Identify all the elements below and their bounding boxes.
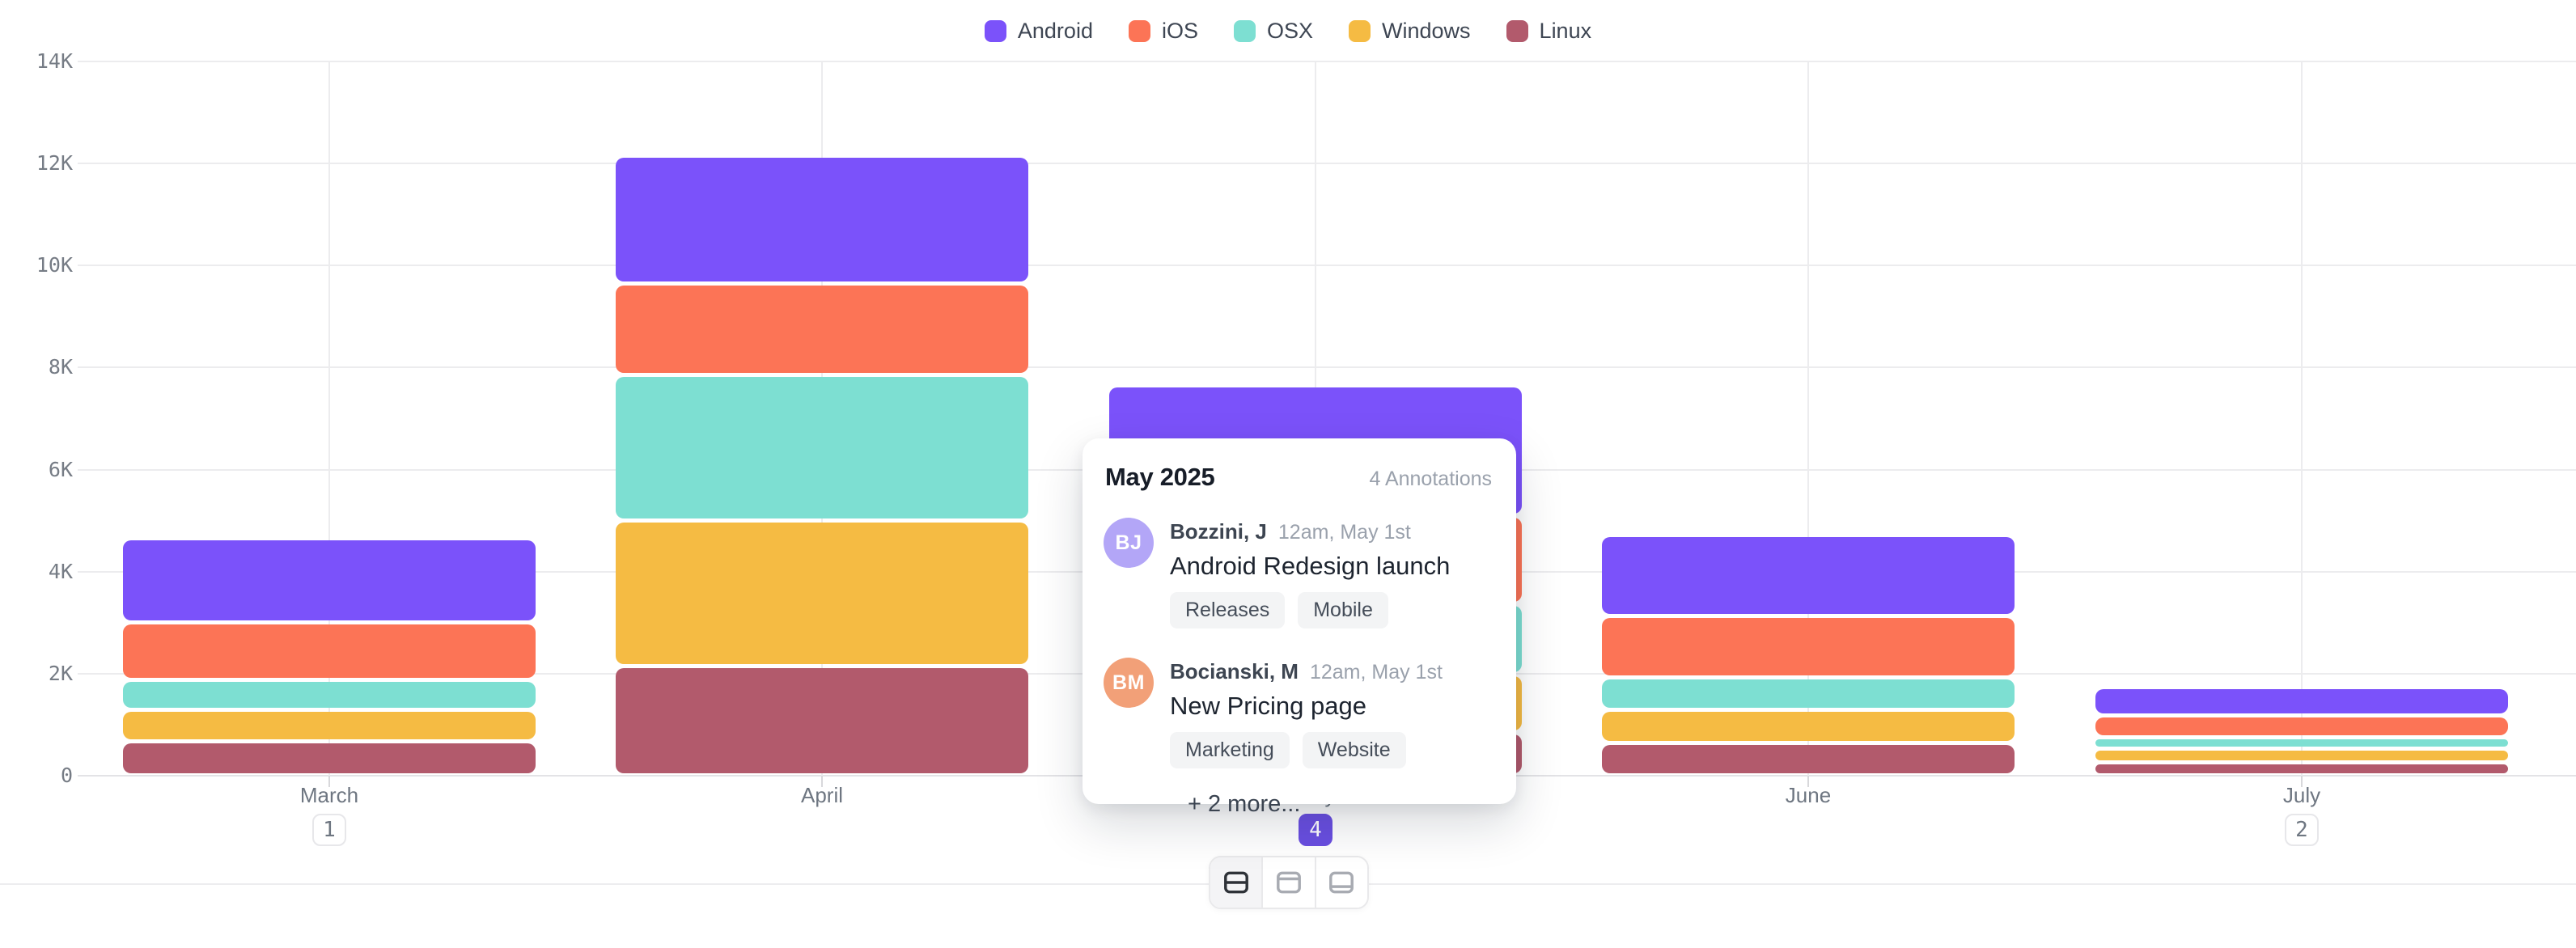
annotation-item[interactable]: BM Bocianski, M 12am, May 1st New Pricing p… xyxy=(1104,658,1495,768)
tag-chip: Marketing xyxy=(1170,732,1290,768)
bar-segment-june-linux[interactable] xyxy=(1602,745,2015,774)
bar-segment-april-android[interactable] xyxy=(616,158,1028,281)
annotation-tags: Marketing Website xyxy=(1170,732,1495,768)
y-gridline xyxy=(78,163,2576,165)
bar-segment-july-android[interactable] xyxy=(2095,688,2508,714)
bar-segment-june-osx[interactable] xyxy=(1602,679,2015,708)
x-gridline xyxy=(2301,61,2303,776)
annotation-tags: Releases Mobile xyxy=(1170,592,1495,628)
layout-panel-bottom-icon xyxy=(1329,871,1354,894)
bar-segment-march-osx[interactable] xyxy=(123,681,536,709)
annotation-body: Bozzini, J 12am, May 1st Android Redesign … xyxy=(1170,518,1495,628)
bar-segment-june-android[interactable] xyxy=(1602,537,2015,615)
legend-swatch-icon xyxy=(1233,19,1256,42)
bar-segment-april-osx[interactable] xyxy=(616,377,1028,519)
legend-swatch-icon xyxy=(984,19,1006,42)
tooltip-header: May 2025 4 Annotations xyxy=(1104,463,1495,492)
view-option-split-horizontal[interactable] xyxy=(1210,857,1264,908)
x-axis-tick xyxy=(1807,776,1809,787)
chart-legend: Android iOS OSX Windows Linux xyxy=(0,13,2576,49)
legend-label: Windows xyxy=(1382,18,1471,43)
bar-segment-april-windows[interactable] xyxy=(616,523,1028,664)
avatar: BM xyxy=(1104,658,1154,708)
x-axis-label-april: April xyxy=(800,783,843,807)
legend-label: Android xyxy=(1017,18,1093,43)
annotation-badge-july[interactable]: 2 xyxy=(2285,814,2319,846)
x-axis-tick xyxy=(821,776,823,787)
y-axis-tick-label: 2K xyxy=(48,661,73,685)
x-axis-tick xyxy=(328,776,330,787)
bar-segment-april-linux[interactable] xyxy=(616,667,1028,774)
annotation-body: Bocianski, M 12am, May 1st New Pricing pag… xyxy=(1170,658,1495,768)
layout-panel-top-icon xyxy=(1277,871,1301,894)
bar-segment-june-windows[interactable] xyxy=(1602,711,2015,742)
x-gridline xyxy=(1807,61,1809,776)
tag-chip: Website xyxy=(1302,732,1406,768)
legend-label: iOS xyxy=(1161,18,1198,43)
y-gridline xyxy=(78,265,2576,267)
annotations-tooltip: May 2025 4 Annotations BJ Bozzini, J 12am,… xyxy=(1083,438,1516,817)
x-axis-label-july: July xyxy=(2282,783,2321,807)
layout-split-horizontal-icon xyxy=(1223,871,1248,894)
y-axis-tick-label: 12K xyxy=(36,151,73,176)
y-axis-tick-label: 4K xyxy=(48,559,73,583)
y-gridline xyxy=(78,366,2576,369)
tooltip-annotation-count: 4 Annotations xyxy=(1369,468,1492,490)
bar-segment-july-windows[interactable] xyxy=(2095,751,2508,761)
x-axis-label-june: June xyxy=(1785,783,1832,807)
y-axis-tick-label: 0 xyxy=(60,764,73,787)
legend-item-linux[interactable]: Linux xyxy=(1506,18,1592,44)
x-axis-label-march: March xyxy=(299,783,359,807)
legend-swatch-icon xyxy=(1506,19,1528,42)
annotation-title: New Pricing page xyxy=(1170,692,1366,720)
annotation-author: Bozzini, J xyxy=(1170,519,1267,544)
annotation-title: Android Redesign launch xyxy=(1170,552,1451,580)
annotation-timestamp: 12am, May 1st xyxy=(1277,521,1411,544)
annotation-item[interactable]: BJ Bozzini, J 12am, May 1st Android Redesig… xyxy=(1104,518,1495,628)
bar-segment-march-ios[interactable] xyxy=(123,624,536,678)
x-axis-tick xyxy=(2301,776,2303,787)
legend-swatch-icon xyxy=(1128,19,1150,42)
bar-segment-april-ios[interactable] xyxy=(616,285,1028,374)
y-axis-tick-label: 14K xyxy=(36,49,73,73)
bar-segment-july-osx[interactable] xyxy=(2095,739,2508,747)
tag-chip: Releases xyxy=(1170,592,1286,628)
bar-segment-july-linux[interactable] xyxy=(2095,764,2508,774)
y-axis-tick-label: 10K xyxy=(36,253,73,277)
bar-segment-march-android[interactable] xyxy=(123,540,536,621)
avatar: BJ xyxy=(1104,518,1154,568)
bar-segment-july-ios[interactable] xyxy=(2095,717,2508,735)
x-gridline xyxy=(328,61,330,776)
show-more-annotations-link[interactable]: + 2 more... xyxy=(1188,791,1301,817)
bar-segment-march-linux[interactable] xyxy=(123,743,536,774)
annotation-badge-march[interactable]: 1 xyxy=(312,814,346,846)
annotation-badge-may[interactable]: 4 xyxy=(1299,814,1332,846)
legend-item-android[interactable]: Android xyxy=(984,18,1093,44)
legend-label: OSX xyxy=(1266,18,1314,43)
bar-segment-june-ios[interactable] xyxy=(1602,618,2015,675)
bar-segment-march-windows[interactable] xyxy=(123,712,536,739)
view-option-panel-bottom[interactable] xyxy=(1316,857,1367,908)
tooltip-title: May 2025 xyxy=(1105,463,1215,491)
annotation-author: Bocianski, M xyxy=(1170,659,1299,683)
y-axis-tick-label: 6K xyxy=(48,457,73,481)
legend-item-osx[interactable]: OSX xyxy=(1233,18,1314,44)
legend-label: Linux xyxy=(1539,18,1592,43)
y-axis-tick-label: 8K xyxy=(48,355,73,379)
legend-item-windows[interactable]: Windows xyxy=(1349,19,1471,44)
tag-chip: Mobile xyxy=(1298,592,1388,628)
legend-swatch-icon xyxy=(1349,19,1371,42)
annotation-timestamp: 12am, May 1st xyxy=(1309,661,1443,683)
view-switcher xyxy=(1209,856,1369,909)
view-option-panel-top[interactable] xyxy=(1263,857,1316,908)
tooltip-annotation-list: BJ Bozzini, J 12am, May 1st Android Redesig… xyxy=(1104,518,1495,768)
legend-item-ios[interactable]: iOS xyxy=(1128,18,1198,44)
y-gridline xyxy=(78,61,2576,62)
